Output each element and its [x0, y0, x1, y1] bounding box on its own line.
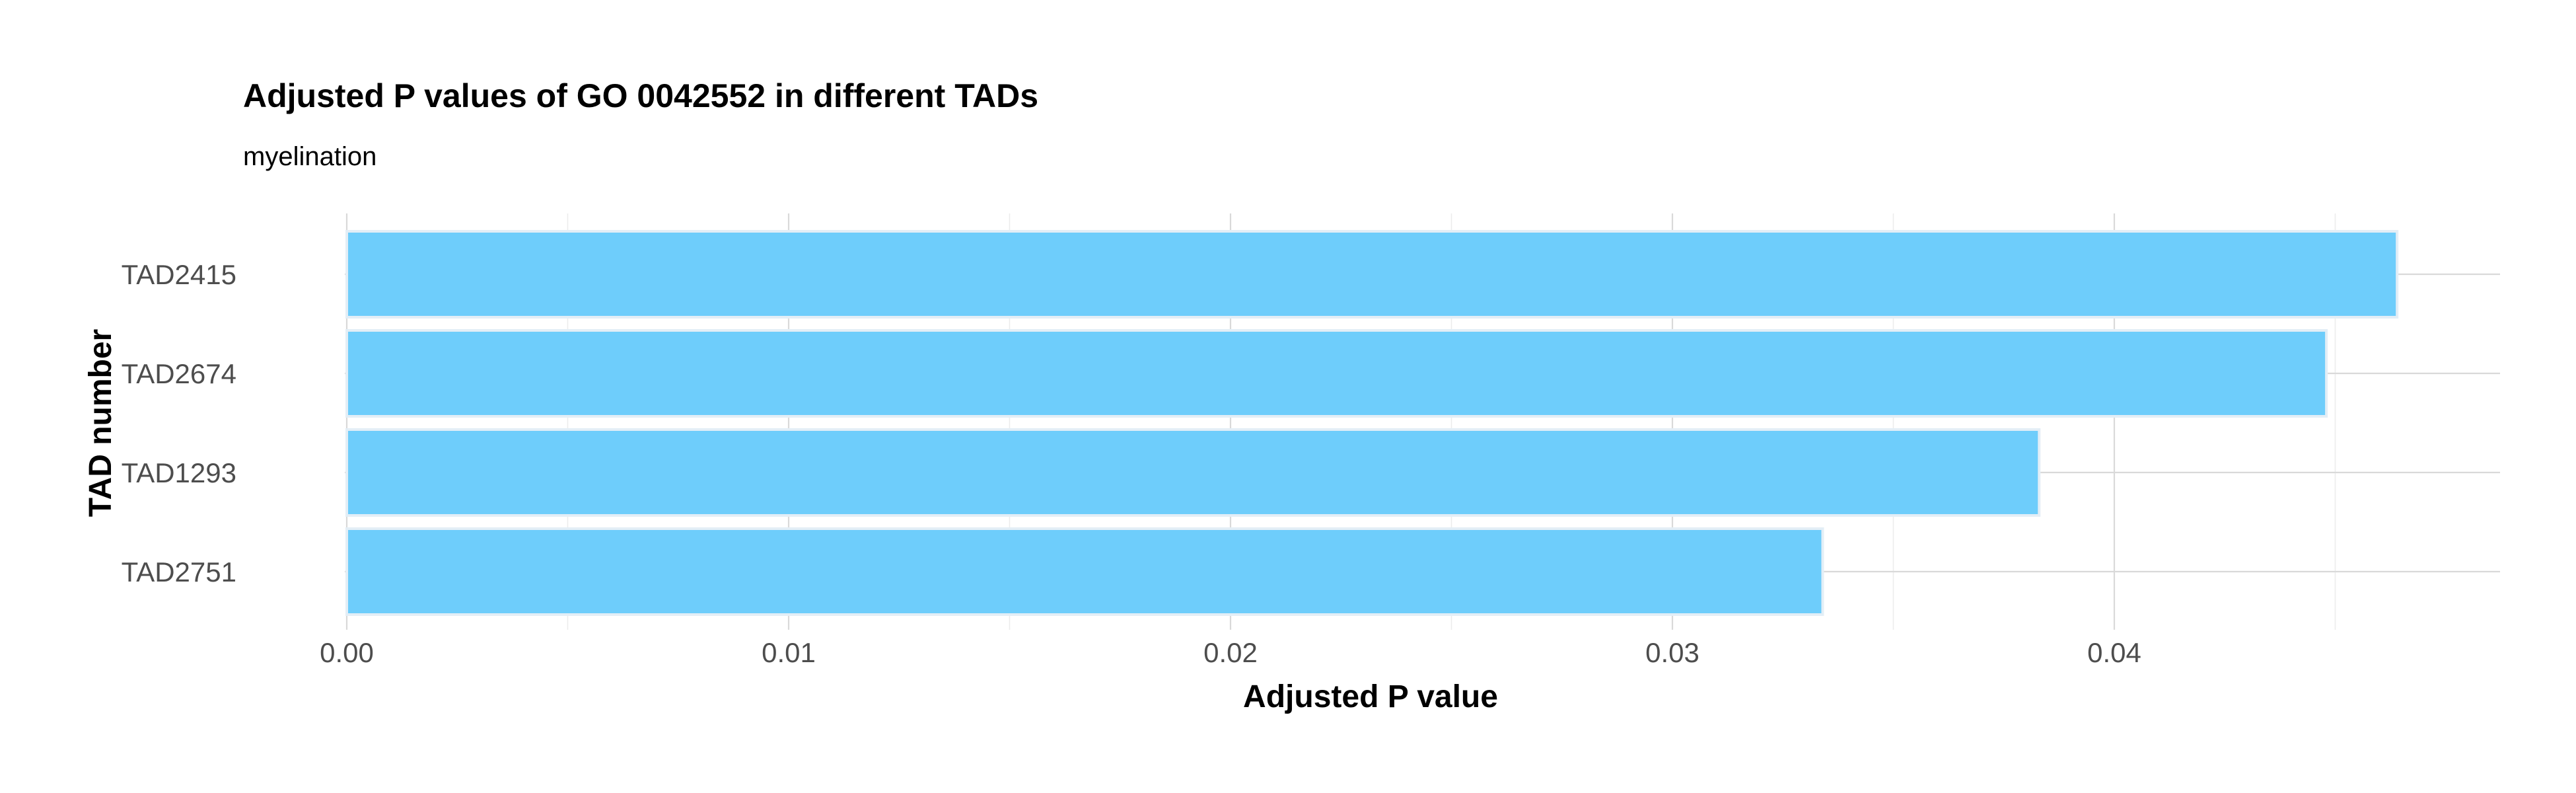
- y-tick-label: TAD1293: [122, 457, 236, 488]
- x-tick-label: 0.02: [1203, 637, 1258, 668]
- bar-tad1293: [345, 428, 2041, 517]
- chart-title: Adjusted P values of GO 0042552 in diffe…: [243, 77, 1038, 114]
- chart-subtitle: myelination: [243, 142, 376, 171]
- y-tick-labels: TAD2415 TAD2674 TAD1293 TAD2751: [122, 259, 236, 587]
- y-axis-title: TAD number: [83, 329, 118, 517]
- x-axis-title: Adjusted P value: [1243, 679, 1498, 714]
- x-tick-label: 0.04: [2087, 637, 2141, 668]
- y-tick-label: TAD2751: [122, 556, 236, 587]
- x-tick-label: 0.03: [1645, 637, 1699, 668]
- bar-tad2751: [345, 527, 1824, 616]
- y-tick-label: TAD2674: [122, 358, 236, 389]
- bar-tad2415: [345, 230, 2399, 319]
- bar-tad2674: [345, 329, 2328, 418]
- x-tick-label: 0.01: [762, 637, 816, 668]
- y-tick-label: TAD2415: [122, 259, 236, 290]
- x-tick-label: 0.00: [320, 637, 374, 668]
- bars-layer: [345, 230, 2399, 616]
- x-tick-labels: 0.00 0.01 0.02 0.03 0.04: [320, 637, 2141, 668]
